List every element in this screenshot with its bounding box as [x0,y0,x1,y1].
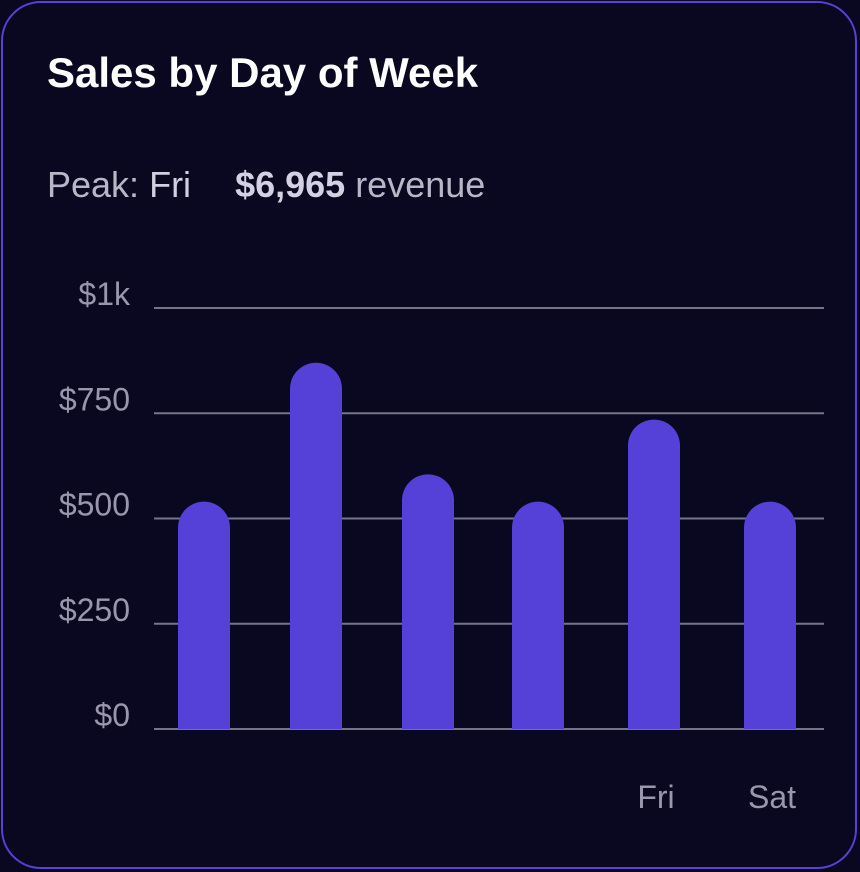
peak-amount-suffix: revenue [355,164,486,205]
bar-day-1 [178,501,231,729]
bar-fri [628,419,680,729]
bar-day-4 [512,501,564,729]
y-tick-label: $500 [59,487,130,523]
y-tick-label: $1k [78,276,131,312]
peak-amount: $6,965 [235,164,346,205]
peak-day: Fri [149,164,192,205]
bar-sat [744,501,796,729]
bar-day-2 [290,362,342,729]
y-tick-label: $0 [94,697,130,733]
x-tick-label: Fri [637,779,674,815]
x-tick-label: Sat [748,779,796,815]
y-tick-label: $750 [59,381,130,417]
peak-summary: Peak: Fri $6,965 revenue [47,161,485,209]
bar-day-3 [402,474,454,729]
peak-label: Peak: [47,164,140,205]
chart-title: Sales by Day of Week [47,49,479,96]
y-tick-label: $250 [59,592,130,628]
